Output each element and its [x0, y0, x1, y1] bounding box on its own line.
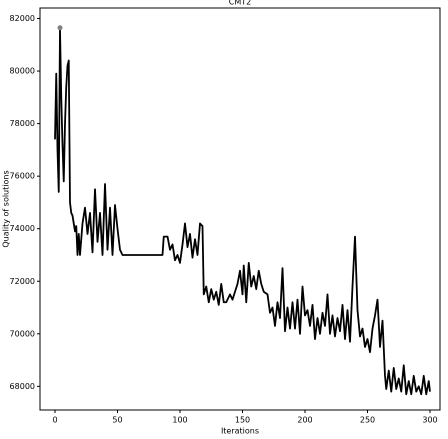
x-tick-label: 250 — [360, 416, 375, 425]
y-tick-label: 82000 — [10, 14, 35, 23]
y-tick-label: 72000 — [10, 277, 35, 286]
x-tick-label: 100 — [172, 416, 187, 425]
x-tick-label: 50 — [112, 416, 122, 425]
x-tick-label: 150 — [235, 416, 250, 425]
x-tick-label: 200 — [297, 416, 312, 425]
y-tick-label: 80000 — [10, 67, 35, 76]
y-tick-label: 78000 — [10, 119, 35, 128]
y-tick-label: 76000 — [10, 172, 35, 181]
y-axis-label: Quality of solutions — [2, 170, 11, 247]
highlight-point — [57, 25, 63, 31]
x-axis-label: Iterations — [221, 427, 259, 436]
x-tick-label: 0 — [52, 416, 57, 425]
plot-frame — [39, 7, 441, 411]
chart-title: CMT2 — [229, 0, 251, 7]
y-tick-label: 68000 — [10, 382, 35, 391]
y-tick-label: 70000 — [10, 329, 35, 338]
x-tick-label: 300 — [422, 416, 437, 425]
line-series — [54, 28, 431, 396]
y-tick-label: 74000 — [10, 224, 35, 233]
